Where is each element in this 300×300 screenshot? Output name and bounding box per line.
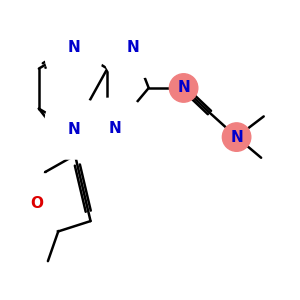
Text: N: N bbox=[68, 40, 80, 56]
Text: O: O bbox=[30, 196, 43, 211]
Text: N: N bbox=[230, 130, 243, 145]
Text: N: N bbox=[127, 40, 140, 56]
Text: N: N bbox=[68, 122, 80, 137]
Text: N: N bbox=[177, 80, 190, 95]
Text: N: N bbox=[109, 121, 122, 136]
Circle shape bbox=[169, 74, 198, 102]
Circle shape bbox=[222, 123, 251, 151]
